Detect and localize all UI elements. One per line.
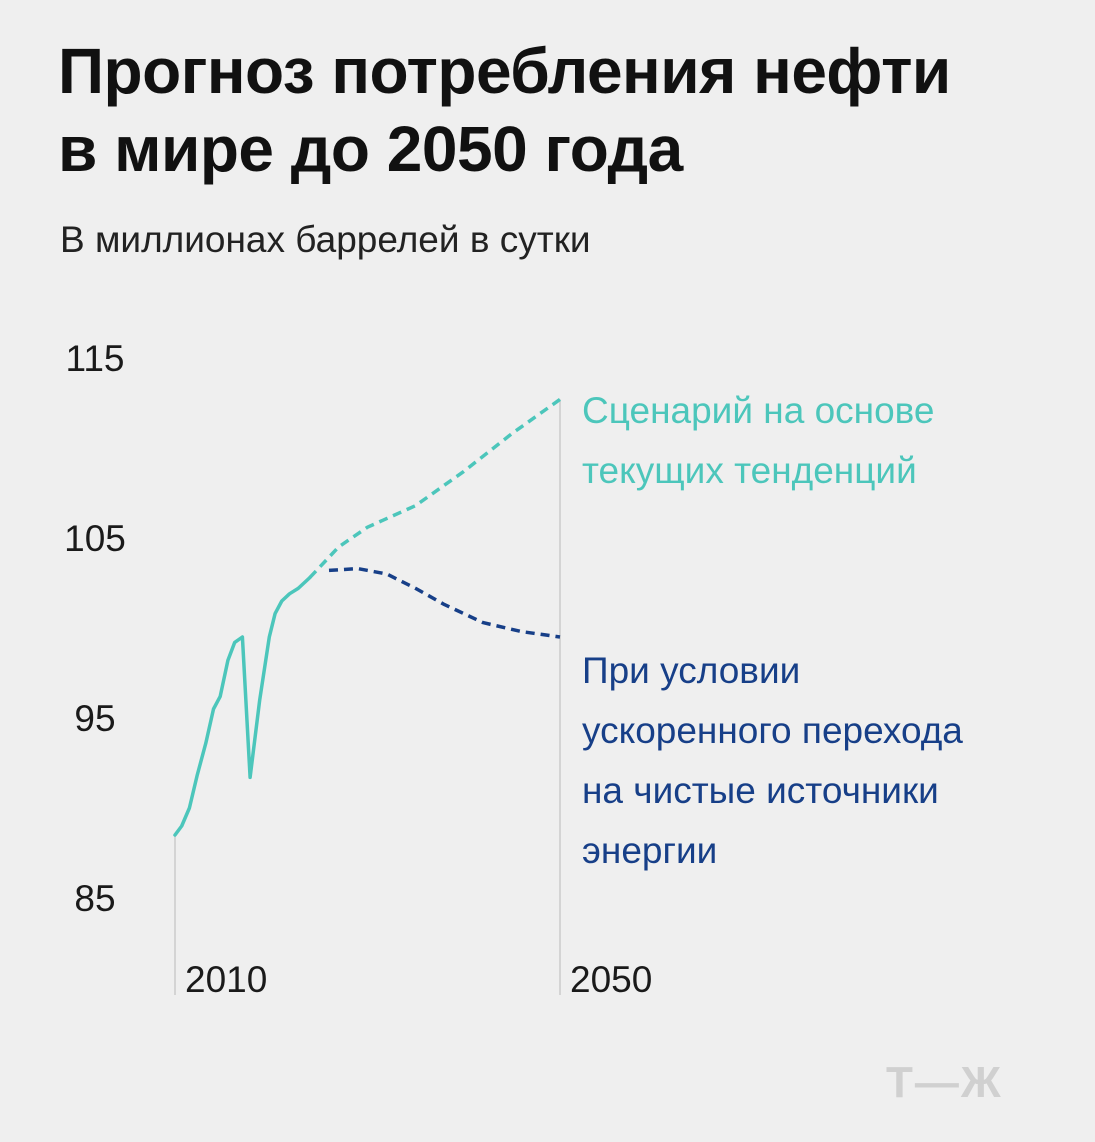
chart-title: Прогноз потребления нефти в мире до 2050… (58, 32, 1058, 188)
x-tick-2050: 2050 (570, 959, 652, 1000)
legend-accelerated-line-2: ускоренного перехода (582, 710, 963, 751)
title-line-1: Прогноз потребления нефти (58, 35, 951, 107)
legend-accelerated-line-3: на чистые источники (582, 770, 939, 811)
accelerated-transition-line (328, 566, 561, 639)
current-trends-line (308, 397, 562, 579)
y-tick-95: 95 (74, 698, 115, 739)
y-tick-85: 85 (74, 878, 115, 919)
x-tick-2010: 2010 (185, 959, 267, 1000)
y-tick-105: 105 (64, 518, 126, 559)
legend-current-trends: Сценарий на основе текущих тенденций (582, 390, 945, 491)
legend-current-line-2: текущих тенденций (582, 450, 917, 491)
title-line-2: в мире до 2050 года (58, 113, 683, 185)
legend-current-line-1: Сценарий на основе (582, 390, 934, 431)
legend-accelerated-line-4: энергии (582, 830, 717, 871)
legend-accelerated-transition: При условии ускоренного перехода на чист… (582, 650, 973, 871)
chart-subtitle: В миллионах баррелей в сутки (60, 219, 591, 260)
historical-line (173, 575, 312, 837)
tj-logo: Т—Ж (886, 1058, 1003, 1107)
y-tick-115: 115 (66, 338, 125, 379)
legend-accelerated-line-1: При условии (582, 650, 800, 691)
